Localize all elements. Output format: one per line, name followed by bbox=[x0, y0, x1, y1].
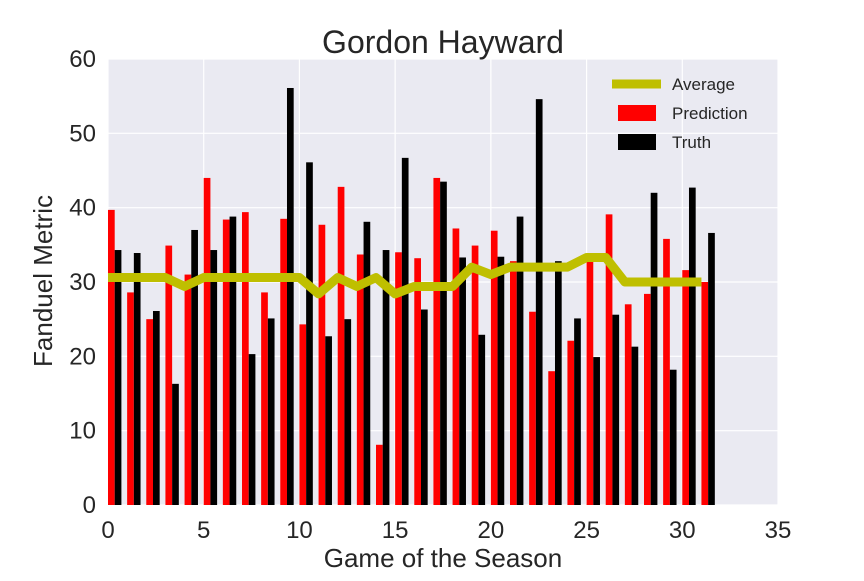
truth-bar bbox=[688, 187, 696, 505]
truth-bar bbox=[612, 314, 620, 505]
y-tick-label: 0 bbox=[83, 492, 96, 519]
truth-bar bbox=[401, 157, 409, 505]
truth-bar bbox=[459, 257, 466, 505]
truth-bar bbox=[631, 346, 639, 505]
truth-bar bbox=[114, 250, 122, 505]
truth-bar bbox=[152, 310, 160, 505]
prediction-bar bbox=[376, 444, 383, 505]
truth-bar bbox=[229, 216, 237, 505]
truth-bar bbox=[363, 221, 371, 506]
y-tick-label: 20 bbox=[69, 343, 96, 370]
y-tick-label: 30 bbox=[69, 269, 96, 296]
prediction-bar bbox=[605, 214, 613, 505]
truth-bar bbox=[344, 319, 352, 505]
chart-title: Gordon Hayward bbox=[322, 24, 564, 60]
prediction-bar bbox=[184, 274, 192, 505]
tick-labels: 0 5 10 15 20 25 30 35 0 10 20 30 40 50 60 bbox=[69, 46, 791, 544]
truth-bar bbox=[650, 192, 658, 506]
truth-bar bbox=[382, 250, 390, 505]
y-tick-label: 10 bbox=[69, 418, 96, 445]
x-tick-label: 0 bbox=[101, 517, 114, 544]
prediction-bar bbox=[471, 245, 479, 505]
prediction-bar bbox=[280, 218, 287, 506]
prediction-bar bbox=[395, 252, 402, 505]
prediction-bar bbox=[624, 304, 632, 505]
prediction-bar bbox=[356, 254, 364, 505]
legend: Average Prediction Truth bbox=[612, 75, 748, 152]
truth-bar bbox=[267, 318, 275, 505]
prediction-bar bbox=[414, 258, 421, 505]
truth-bar bbox=[440, 181, 447, 505]
x-tick-label: 5 bbox=[197, 517, 210, 544]
prediction-bar bbox=[529, 311, 536, 505]
truth-bar bbox=[669, 369, 677, 505]
x-tick-label: 30 bbox=[669, 517, 696, 544]
truth-bar bbox=[708, 232, 715, 505]
prediction-bar bbox=[222, 219, 230, 505]
prediction-bar bbox=[203, 177, 211, 505]
truth-bar bbox=[191, 229, 198, 505]
legend-swatch-truth bbox=[618, 134, 656, 150]
truth-bar bbox=[248, 354, 256, 505]
prediction-bar bbox=[127, 292, 134, 505]
truth-bar bbox=[325, 336, 332, 505]
truth-bar bbox=[497, 256, 505, 505]
prediction-bar bbox=[548, 371, 555, 505]
prediction-bar bbox=[452, 228, 460, 506]
x-tick-label: 25 bbox=[573, 517, 600, 544]
prediction-bar bbox=[490, 230, 498, 505]
x-tick-label: 35 bbox=[765, 517, 792, 544]
prediction-bar bbox=[701, 282, 709, 505]
prediction-bar bbox=[567, 340, 575, 505]
truth-bar bbox=[306, 162, 313, 505]
prediction-bar bbox=[261, 292, 268, 505]
truth-bar bbox=[133, 253, 141, 505]
average-line-layer bbox=[108, 252, 702, 299]
truth-bar bbox=[420, 309, 428, 505]
truth-bar bbox=[535, 99, 543, 505]
truth-bar bbox=[593, 357, 600, 505]
prediction-bar bbox=[510, 261, 517, 505]
y-tick-label: 60 bbox=[69, 46, 96, 73]
prediction-bar bbox=[146, 319, 153, 505]
prediction-bar bbox=[433, 177, 441, 505]
bars bbox=[108, 87, 715, 506]
prediction-bar bbox=[337, 186, 345, 505]
prediction-bar bbox=[165, 245, 173, 505]
x-tick-label: 20 bbox=[478, 517, 505, 544]
truth-bar bbox=[554, 261, 562, 505]
truth-bar bbox=[478, 334, 486, 505]
y-tick-label: 50 bbox=[69, 120, 96, 147]
prediction-bar bbox=[663, 238, 670, 506]
x-tick-label: 10 bbox=[286, 517, 313, 544]
truth-bar bbox=[286, 87, 294, 506]
prediction-bar bbox=[242, 212, 249, 506]
truth-bar bbox=[210, 250, 218, 505]
truth-bar bbox=[574, 318, 581, 505]
legend-label-prediction: Prediction bbox=[672, 104, 748, 123]
x-axis-label: Game of the Season bbox=[324, 543, 562, 573]
y-axis-label: Fanduel Metric bbox=[28, 195, 58, 367]
prediction-bar bbox=[299, 324, 307, 505]
prediction-bar bbox=[318, 224, 326, 505]
average-line bbox=[108, 252, 702, 299]
legend-label-truth: Truth bbox=[672, 133, 711, 152]
truth-bar bbox=[172, 383, 179, 505]
prediction-bar bbox=[586, 260, 594, 505]
truth-bar bbox=[516, 216, 524, 505]
prediction-bar bbox=[682, 270, 689, 505]
y-tick-label: 40 bbox=[69, 195, 96, 222]
prediction-bar bbox=[108, 209, 115, 505]
legend-swatch-prediction bbox=[618, 105, 656, 121]
legend-label-average: Average bbox=[672, 75, 735, 94]
prediction-bar bbox=[644, 293, 651, 505]
x-tick-label: 15 bbox=[382, 517, 409, 544]
